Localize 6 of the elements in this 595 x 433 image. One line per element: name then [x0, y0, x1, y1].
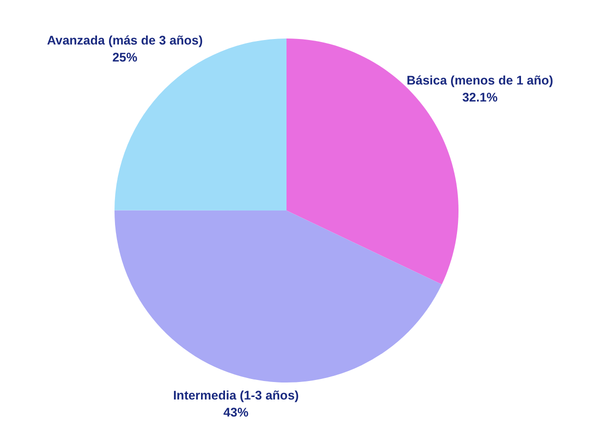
- data-label: 32.1%: [462, 90, 498, 104]
- slice-label: Intermedia (1-3 años): [173, 388, 299, 402]
- data-label: 43%: [223, 406, 248, 420]
- data-label: 25%: [112, 50, 138, 65]
- slice-label: Avanzada (más de 3 años): [46, 34, 203, 48]
- slice-label: Básica (menos de 1 año): [406, 73, 554, 88]
